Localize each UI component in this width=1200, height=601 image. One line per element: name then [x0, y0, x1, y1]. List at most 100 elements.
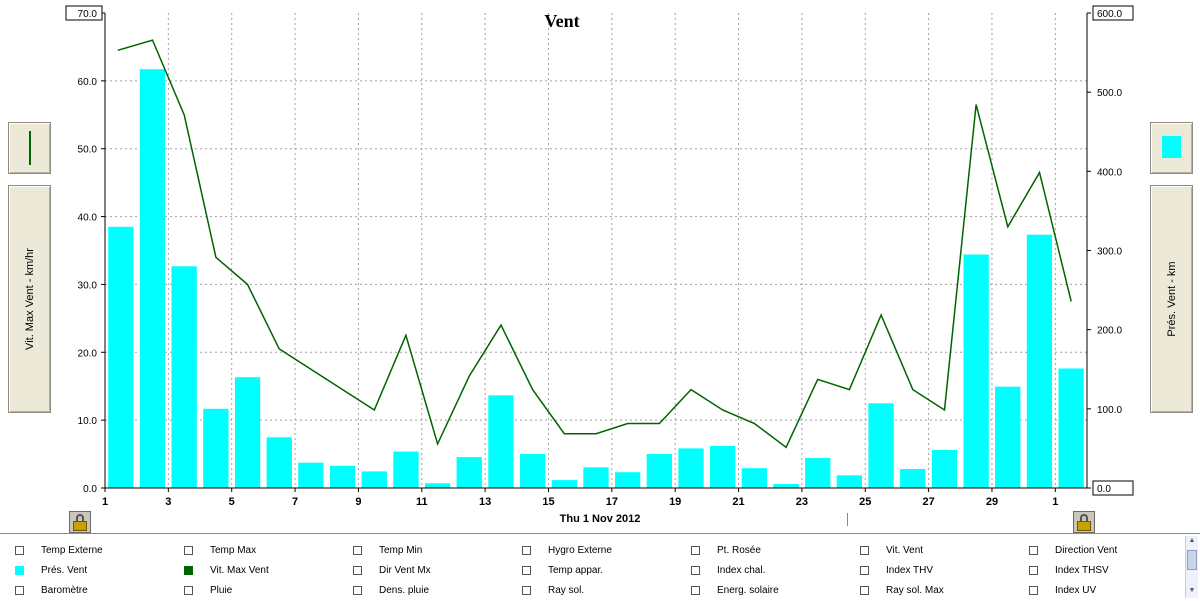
line-swatch-icon	[29, 131, 31, 165]
bar-pres-vent	[900, 469, 926, 488]
legend-label: Temp appar.	[548, 565, 604, 576]
legend-checkbox[interactable]	[184, 566, 193, 575]
legend-checkbox[interactable]	[691, 586, 700, 595]
x-tick-label: 23	[796, 496, 808, 508]
series-legend-panel: Temp Externe Temp Max Temp Min Hygro Extern…	[0, 533, 1200, 601]
left-series-color-button[interactable]	[8, 122, 51, 174]
bar-pres-vent	[361, 471, 387, 488]
bar-pres-vent	[741, 468, 767, 488]
bar-pres-vent	[931, 450, 958, 488]
legend-label: Vit. Max Vent	[210, 565, 269, 576]
bar-pres-vent	[234, 377, 261, 488]
legend-checkbox[interactable]	[860, 566, 869, 575]
legend-checkbox[interactable]	[184, 586, 193, 595]
bar-pres-vent	[868, 403, 894, 488]
right-tick-label: 600.0	[1097, 9, 1122, 20]
right-series-color-button[interactable]	[1150, 122, 1193, 174]
left-tick-label: 10.0	[78, 416, 98, 427]
bar-pres-vent	[329, 465, 356, 488]
left-tick-label: 70.0	[78, 9, 98, 20]
bar-pres-vent	[488, 395, 514, 488]
bar-pres-vent	[266, 437, 292, 488]
bar-pres-vent	[836, 475, 862, 488]
left-tick-label: 60.0	[78, 77, 98, 88]
x-tick-label: 11	[416, 496, 428, 508]
legend-label: Hygro Externe	[548, 545, 612, 556]
x-tick-label: 5	[229, 496, 235, 508]
left-tick-label: 40.0	[78, 213, 98, 224]
legend-checkbox[interactable]	[353, 566, 362, 575]
bar-pres-vent	[646, 454, 672, 488]
right-tick-label: 200.0	[1097, 326, 1122, 337]
bar-pres-vent	[995, 386, 1021, 488]
x-tick-label: 19	[669, 496, 681, 508]
bar-pres-vent	[393, 451, 419, 488]
legend-label: Index UV	[1055, 585, 1097, 596]
left-axis-label-button[interactable]: Vit. Max Vent - km/hr	[8, 185, 51, 413]
bar-pres-vent	[583, 467, 609, 488]
right-tick-label: 400.0	[1097, 167, 1122, 178]
right-lock-icon[interactable]	[1073, 511, 1095, 533]
right-value-box	[1092, 480, 1134, 496]
scroll-down-icon[interactable]: ▼	[1188, 587, 1196, 594]
x-tick-label: 25	[859, 496, 871, 508]
bar-pres-vent	[171, 266, 197, 488]
bar-swatch-icon	[1162, 136, 1181, 158]
left-tick-label: 0.0	[83, 484, 97, 495]
bar-pres-vent	[773, 484, 799, 488]
legend-checkbox[interactable]	[691, 566, 700, 575]
bar-pres-vent	[203, 408, 229, 488]
scroll-up-icon[interactable]: ▲	[1188, 537, 1196, 544]
bar-pres-vent	[615, 472, 641, 488]
legend-label: Pluie	[210, 585, 233, 596]
legend-label: Dens. pluie	[379, 585, 430, 596]
legend-checkbox[interactable]	[15, 586, 24, 595]
x-tick-label: 1	[1052, 496, 1058, 508]
left-tick-label: 30.0	[78, 280, 98, 291]
right-tick-label: 0.0	[1097, 484, 1111, 495]
right-tick-label: 300.0	[1097, 247, 1122, 258]
legend-checkbox[interactable]	[15, 546, 24, 555]
right-tick-label: 100.0	[1097, 405, 1122, 416]
legend-checkbox[interactable]	[522, 546, 531, 555]
chart-cursor-marker	[847, 513, 848, 526]
scrollbar-thumb[interactable]	[1187, 550, 1197, 570]
wind-chart: 0.0 10.0 20.0 30.0 40.0 50.0 60.0 70.0 0.0 100.0 2…	[65, 5, 1134, 508]
left-tick-label: 50.0	[78, 145, 98, 156]
legend-label: Index THSV	[1055, 565, 1109, 576]
legend-label: Dir Vent Mx	[379, 565, 431, 576]
bar-pres-vent	[710, 446, 736, 488]
legend-checkbox[interactable]	[1029, 566, 1038, 575]
legend-label: Index THV	[886, 565, 934, 576]
legend-checkbox[interactable]	[522, 566, 531, 575]
x-tick-label: 13	[479, 496, 491, 508]
bar-pres-vent	[424, 483, 451, 489]
legend-checkbox[interactable]	[860, 586, 869, 595]
legend-checkbox[interactable]	[522, 586, 531, 595]
legend-label: Direction Vent	[1055, 545, 1118, 556]
legend-checkbox[interactable]	[353, 586, 362, 595]
bar-pres-vent	[520, 454, 546, 488]
legend-checkbox[interactable]	[1029, 586, 1038, 595]
legend-checkbox[interactable]	[15, 566, 24, 575]
legend-checkbox[interactable]	[353, 546, 362, 555]
right-axis-label-button[interactable]: Prés. Vent - km	[1150, 185, 1193, 413]
x-tick-label: 3	[165, 496, 171, 508]
bar-pres-vent	[456, 457, 482, 488]
legend-label: Temp Min	[379, 545, 423, 556]
left-lock-icon[interactable]	[69, 511, 91, 533]
bar-pres-vent	[963, 254, 989, 488]
legend-checkbox[interactable]	[1029, 546, 1038, 555]
x-tick-label: 21	[732, 496, 744, 508]
bar-pres-vent	[805, 457, 831, 488]
x-tick-label: 27	[922, 496, 934, 508]
bar-pres-vent	[108, 226, 134, 489]
legend-label: Ray sol.	[548, 585, 585, 596]
bar-pres-vent	[1026, 234, 1053, 488]
x-tick-label: 9	[355, 496, 361, 508]
legend-checkbox[interactable]	[691, 546, 700, 555]
legend-checkbox[interactable]	[184, 546, 193, 555]
legend-label: Energ. solaire	[717, 585, 779, 596]
legend-checkbox[interactable]	[860, 546, 869, 555]
legend-scrollbar[interactable]: ▲ ▼	[1185, 536, 1198, 598]
